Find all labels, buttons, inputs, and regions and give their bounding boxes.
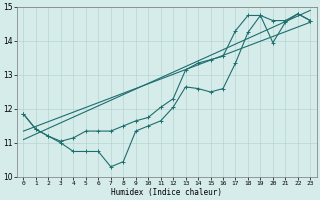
X-axis label: Humidex (Indice chaleur): Humidex (Indice chaleur) (111, 188, 222, 197)
